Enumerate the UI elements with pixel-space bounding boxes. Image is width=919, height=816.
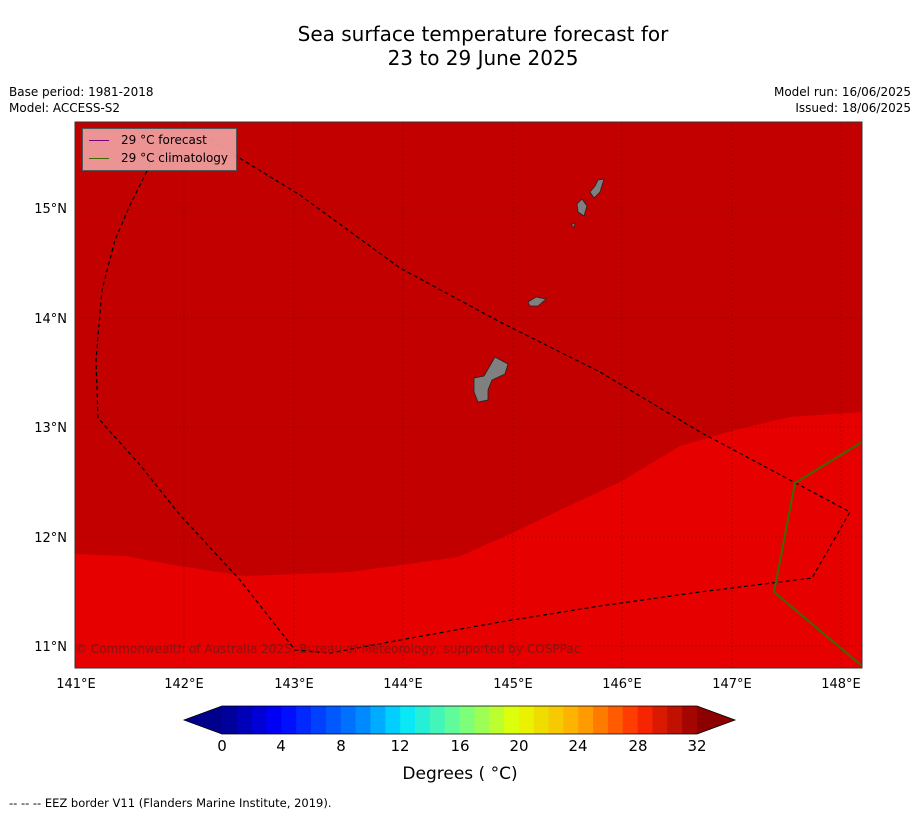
lat-tick: 15°N (34, 202, 67, 217)
lon-tick-labels: 141°E 142°E 143°E 144°E 145°E 146°E 147°… (56, 677, 861, 692)
meta-right: Model run: 16/06/2025 Issued: 18/06/2025 (774, 84, 911, 116)
colorbar-segment (340, 706, 357, 734)
lon-tick: 142°E (164, 677, 204, 692)
colorbar-segment (266, 706, 282, 734)
aguijan-island (570, 222, 576, 228)
colorbar-tick-labels: 0 4 8 12 16 20 24 28 32 (217, 737, 706, 755)
colorbar-tick: 24 (568, 737, 587, 755)
colorbar-segment (593, 706, 609, 734)
colorbar-segment (444, 706, 460, 734)
colorbar-segment (251, 706, 268, 734)
colorbar-tick: 4 (276, 737, 286, 755)
colorbar-segment (607, 706, 624, 734)
lon-tick: 144°E (383, 677, 423, 692)
colorbar-tick: 32 (687, 737, 706, 755)
lat-tick: 12°N (34, 531, 67, 546)
colorbar-tick: 28 (628, 737, 647, 755)
colorbar-segment (504, 706, 520, 734)
copyright-text: © Commonwealth of Australia 2025, Bureau… (75, 642, 580, 656)
colorbar-min-extension (184, 706, 222, 734)
colorbar-tick: 12 (390, 737, 409, 755)
rota-island (527, 296, 547, 307)
colorbar-max-extension (697, 706, 735, 734)
lon-tick: 145°E (493, 677, 533, 692)
forecast-line-swatch (89, 139, 109, 141)
legend-item-forecast: 29 °C forecast (89, 132, 207, 148)
lon-tick: 148°E (821, 677, 861, 692)
colorbar-segment (637, 706, 653, 734)
gridlines (75, 122, 862, 668)
title-line-2: 23 to 29 June 2025 (387, 46, 579, 70)
issued-date: Issued: 18/06/2025 (795, 101, 911, 115)
colorbar-tick: 8 (336, 737, 346, 755)
colorbar (182, 705, 737, 735)
guam-island (473, 356, 509, 403)
model-run: Model run: 16/06/2025 (773, 85, 911, 99)
model-name: Model: ACCESS-S2 (9, 101, 121, 115)
colorbar-label: Degrees ( °C) (402, 764, 518, 784)
lon-tick: 143°E (274, 677, 314, 692)
colorbar-segment (459, 706, 475, 734)
base-period: Base period: 1981-2018 (9, 85, 154, 99)
colorbar-segment (563, 706, 579, 734)
lat-tick: 11°N (34, 640, 67, 655)
colorbar-outline (182, 705, 737, 735)
tinian-island (576, 198, 588, 217)
lon-tick: 147°E (712, 677, 752, 692)
legend-label: 29 °C climatology (121, 151, 229, 165)
colorbar-segment (429, 706, 446, 734)
colorbar-segment (474, 706, 490, 734)
colorbar-segment (325, 706, 342, 734)
colorbar-segment (400, 706, 416, 734)
saipan-island (589, 178, 605, 199)
lon-tick: 141°E (56, 677, 96, 692)
colorbar-segment (667, 706, 683, 734)
legend: 29 °C forecast 29 °C climatology (82, 128, 237, 171)
eez-border (95, 137, 851, 654)
colorbar-segment (281, 706, 297, 734)
colorbar-tick: 0 (217, 737, 227, 755)
climatology-29c-line (772, 441, 863, 667)
lat-tick: 14°N (34, 312, 67, 327)
colorbar-segment (355, 706, 371, 734)
colorbar-tick: 20 (509, 737, 528, 755)
colorbar-segment (622, 706, 639, 734)
map-title: Sea surface temperature forecast for 23 … (0, 22, 919, 70)
lon-tick: 146°E (602, 677, 642, 692)
colorbar-tick: 16 (450, 737, 469, 755)
colorbar-segment (489, 706, 505, 734)
colorbar-segment (652, 706, 668, 734)
map-frame (74, 121, 863, 669)
colorbar-segment (578, 706, 594, 734)
title-line-1: Sea surface temperature forecast for (297, 22, 669, 46)
lat-tick: 13°N (34, 421, 67, 436)
meta-left: Base period: 1981-2018 Model: ACCESS-S2 (9, 84, 154, 116)
legend-item-climatology: 29 °C climatology (89, 150, 228, 166)
colorbar-segment (296, 706, 312, 734)
colorbar-segment (370, 706, 386, 734)
climatology-line-swatch (89, 157, 109, 159)
colorbar-segment (222, 706, 238, 734)
lat-tick-labels: 15°N 14°N 13°N 12°N 11°N (34, 202, 67, 655)
colorbar-segment (682, 706, 698, 734)
eez-footnote: -- -- -- EEZ border V11 (Flanders Marine… (9, 796, 332, 810)
sst-warm-region (75, 122, 862, 576)
colorbar-segment (548, 706, 564, 734)
colorbar-segment (236, 706, 253, 734)
colorbar-segment (385, 706, 401, 734)
colorbar-segment (311, 706, 327, 734)
colorbar-segment (518, 706, 535, 734)
legend-label: 29 °C forecast (121, 133, 207, 147)
colorbar-segment (533, 706, 550, 734)
colorbar-segment (414, 706, 431, 734)
